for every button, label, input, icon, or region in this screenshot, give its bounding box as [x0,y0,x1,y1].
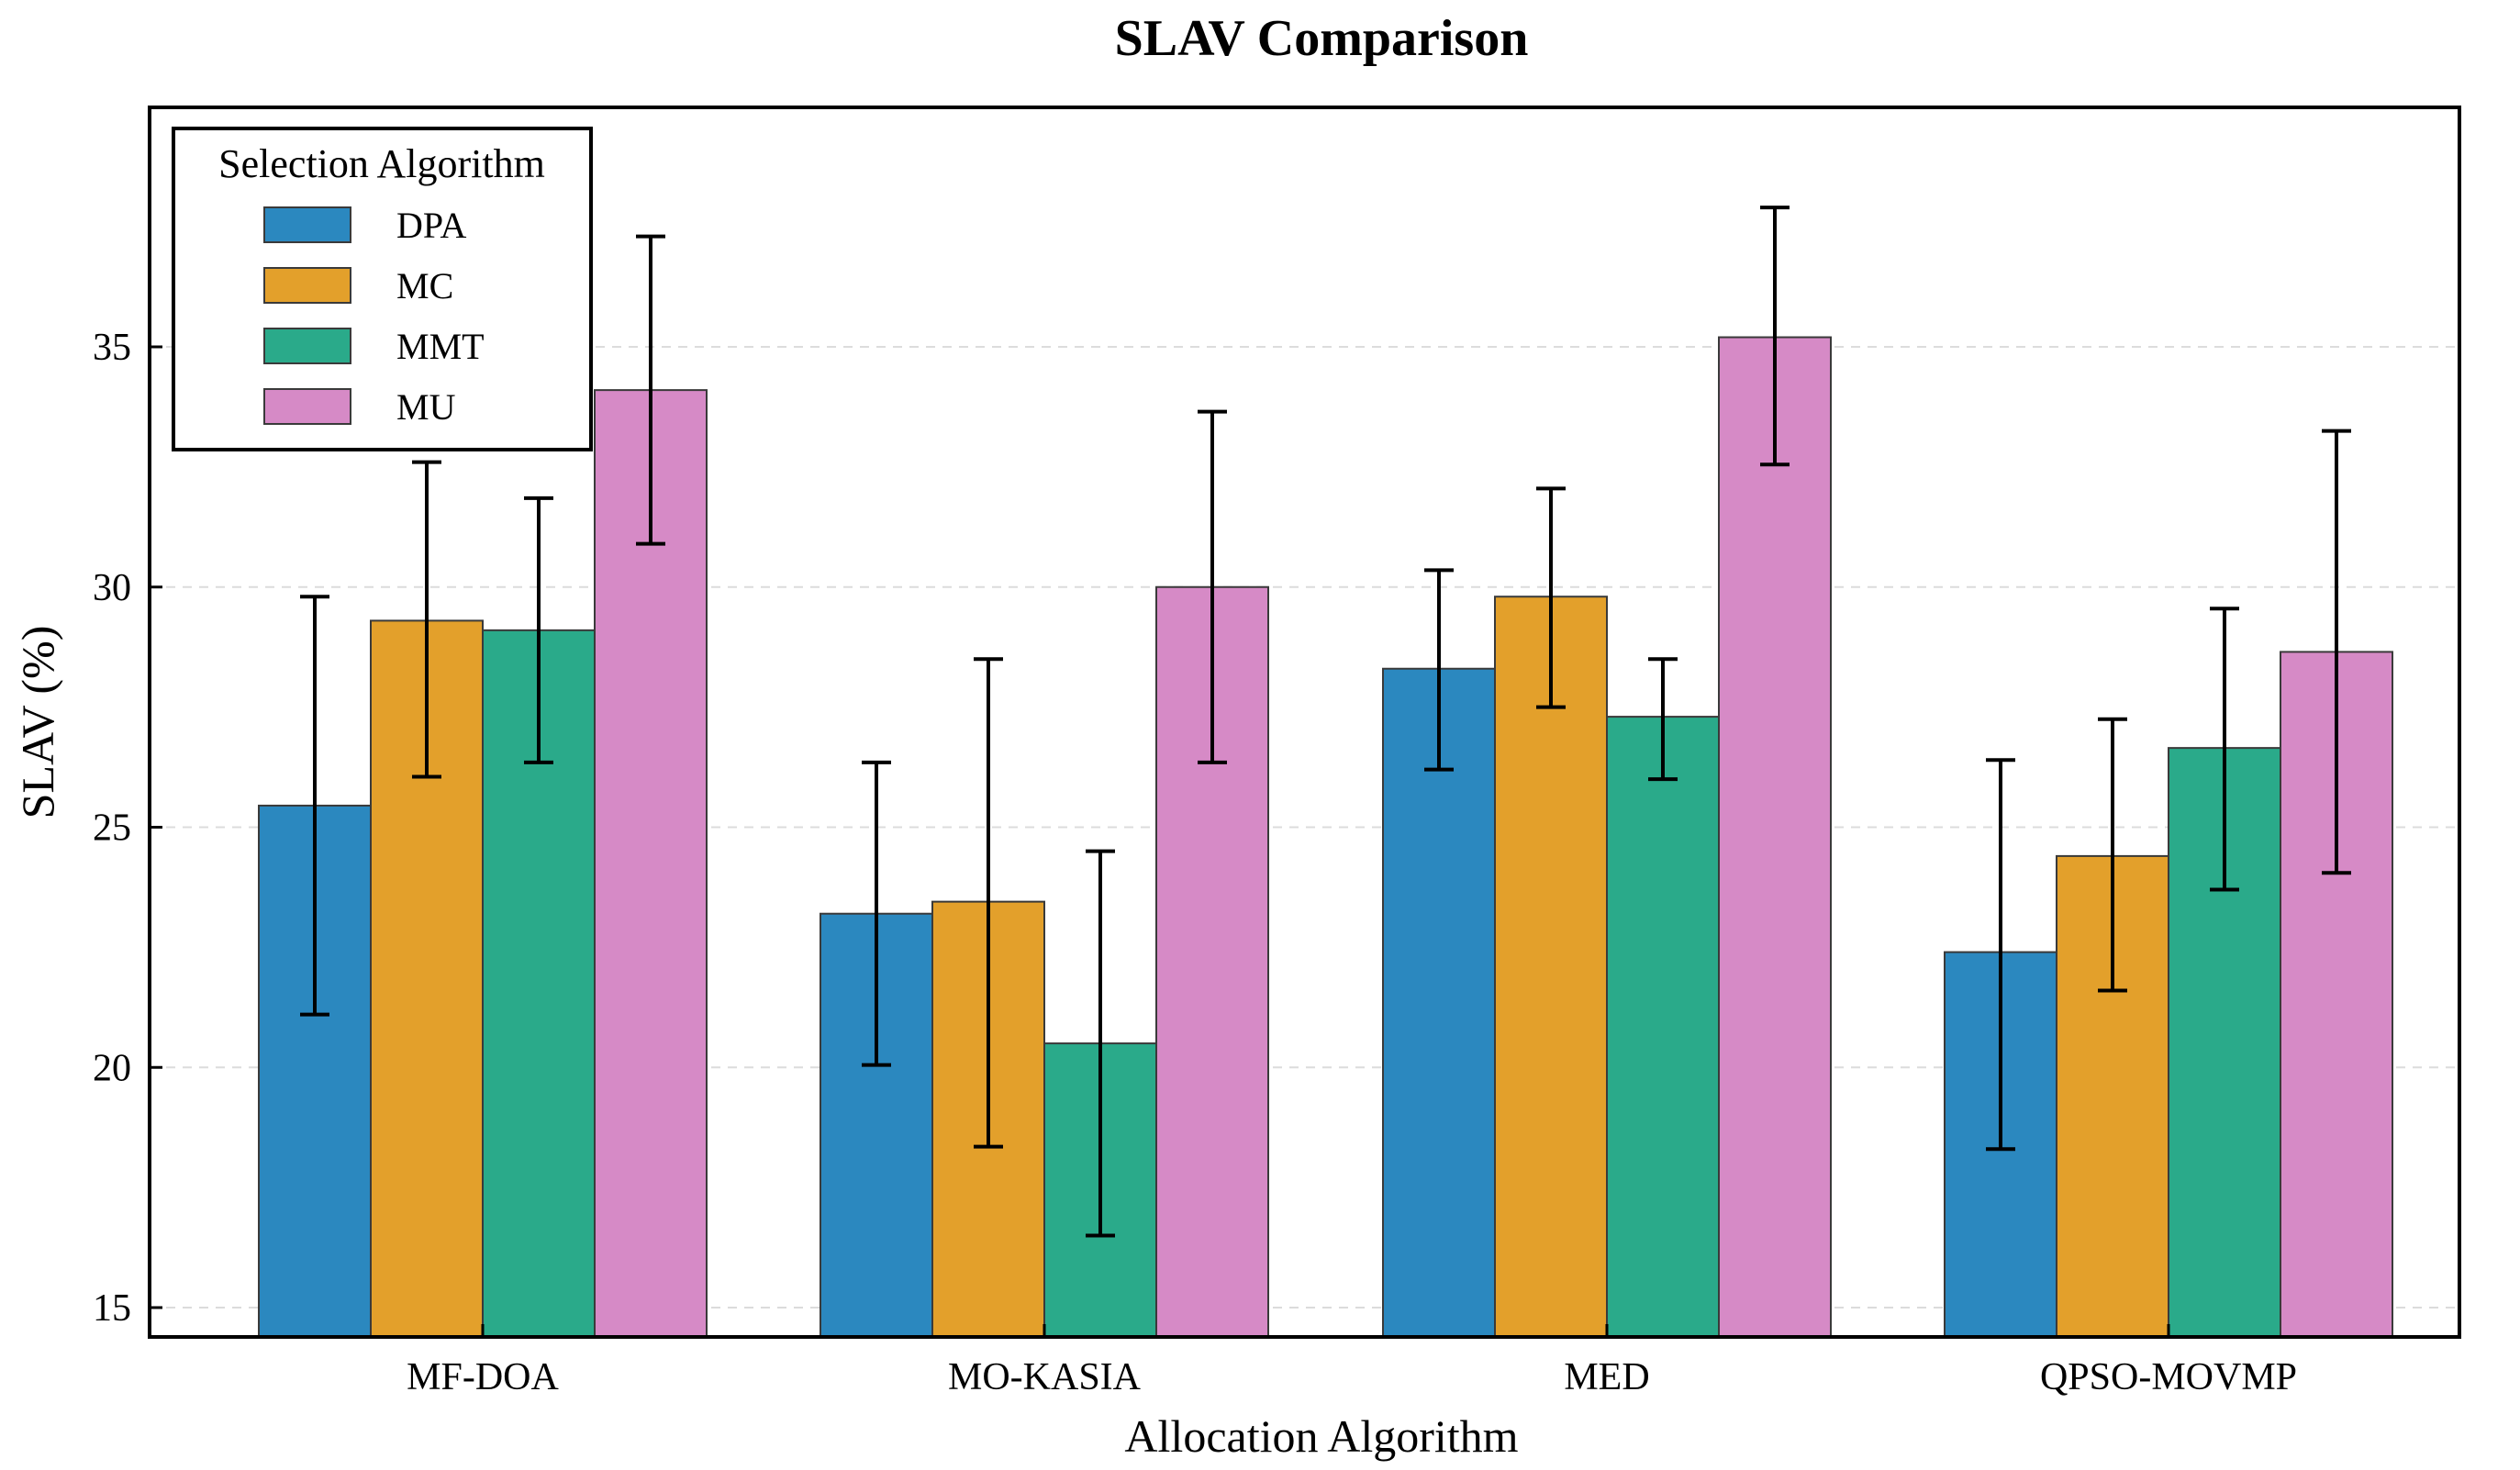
x-tick-label: MF-DOA [407,1356,559,1398]
bar-mmt-med [1606,716,1720,1338]
y-axis-ticks: 15 20 25 30 35 [93,327,162,1330]
error-bar-mmt-mo-kasia [1086,849,1115,1238]
y-tick-label: 30 [93,567,131,609]
legend-title: Selection Algorithm [218,141,545,186]
x-tick-label: MED [1564,1356,1649,1398]
legend-swatch-mmt [263,328,351,364]
legend-swatch-mu [263,388,351,425]
legend-label-dpa: DPA [396,205,466,246]
error-bar-mu-qpso-movmp [2322,429,2351,875]
y-axis-label: SLAV (%) [12,626,63,819]
chart-title: SLAV Comparison [1115,10,1529,67]
error-bar-dpa-qpso-movmp [1986,758,2015,1152]
error-bars [300,206,2351,1238]
x-tick-label: QPSO-MOVMP [2040,1356,2297,1398]
y-tick-label: 25 [93,807,131,850]
plot-frame [148,106,2461,1339]
error-bar-mc-mf-doa [412,460,441,779]
legend-swatch-mc [263,267,351,304]
bar-mc-med [1494,596,1608,1338]
error-bar-mmt-med [1648,657,1678,782]
bar-dpa-med [1382,667,1496,1338]
bars [258,336,2393,1339]
legend-box [172,127,593,451]
x-axis-ticks: MF-DOA MO-KASIA MED QPSO-MOVMP [407,1324,2297,1398]
error-bar-mc-med [1536,486,1566,709]
error-bar-mmt-qpso-movmp [2210,607,2239,892]
legend: Selection Algorithm DPA MC MMT MU [172,127,593,451]
x-tick-label: MO-KASIA [948,1356,1142,1398]
x-axis-label: Allocation Algorithm [1124,1410,1518,1462]
y-tick-label: 15 [93,1287,131,1330]
legend-items: DPA MC MMT MU [263,205,485,428]
legend-label-mc: MC [396,265,453,306]
error-bar-dpa-med [1424,568,1454,772]
error-bar-mc-mo-kasia [974,657,1003,1149]
legend-label-mu: MU [396,386,456,428]
error-bar-mu-med [1760,206,1790,467]
bar-mu-med [1718,336,1832,1338]
y-tick-label: 20 [93,1047,131,1089]
legend-label-mmt: MMT [396,326,485,367]
error-bar-dpa-mo-kasia [862,760,891,1067]
y-tick-label: 35 [93,327,131,369]
error-bar-mu-mf-doa [636,234,665,546]
error-bar-mc-qpso-movmp [2098,717,2127,993]
error-bar-mu-mo-kasia [1198,409,1227,764]
bar-mu-mf-doa [594,389,708,1338]
error-bar-dpa-mf-doa [300,595,329,1017]
error-bar-mmt-mf-doa [524,496,553,764]
legend-swatch-dpa [263,206,351,243]
